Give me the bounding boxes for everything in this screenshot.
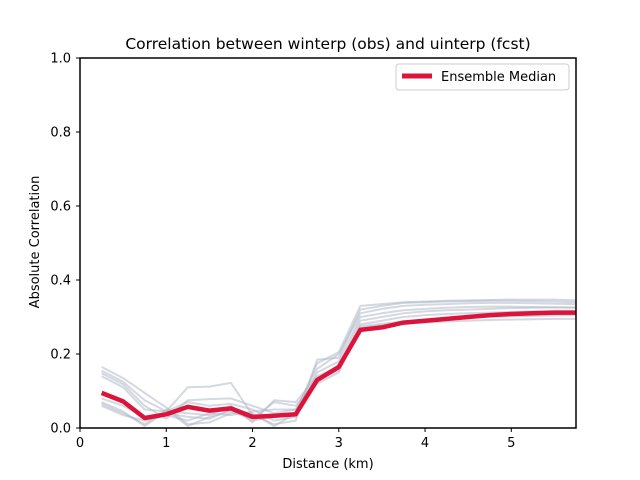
chart-title: Correlation between winterp (obs) and ui… [125,35,530,53]
ensemble-median-line [100,310,576,421]
legend-label: Ensemble Median [441,70,556,85]
y-tick-label: 0.6 [50,200,71,215]
y-tick-label: 0.4 [50,274,71,289]
x-tick-label: 4 [421,436,429,451]
y-tick-label: 0.0 [50,422,71,437]
y-axis: 0.0 0.2 0.4 0.6 0.8 1.0 [50,52,80,437]
y-tick-label: 0.8 [50,126,71,141]
y-axis-label: Absolute Correlation [28,176,43,309]
y-tick-label: 1.0 [50,52,71,67]
legend-box [395,63,570,91]
plot-frame [79,57,577,429]
y-tick-label: 0.2 [50,348,71,363]
ensemble-member-line-2 [101,299,577,426]
plot-area [100,298,577,428]
ensemble-member-line-4 [101,305,577,422]
x-axis-label: Distance (km) [282,457,373,472]
legend: Ensemble Median [395,63,570,91]
x-tick-label: 3 [335,436,343,451]
x-tick-label: 0 [76,436,84,451]
x-tick-label: 2 [248,436,256,451]
x-tick-label: 5 [507,436,515,451]
ensemble-member-line-3 [101,301,577,420]
x-tick-label: 1 [162,436,170,451]
